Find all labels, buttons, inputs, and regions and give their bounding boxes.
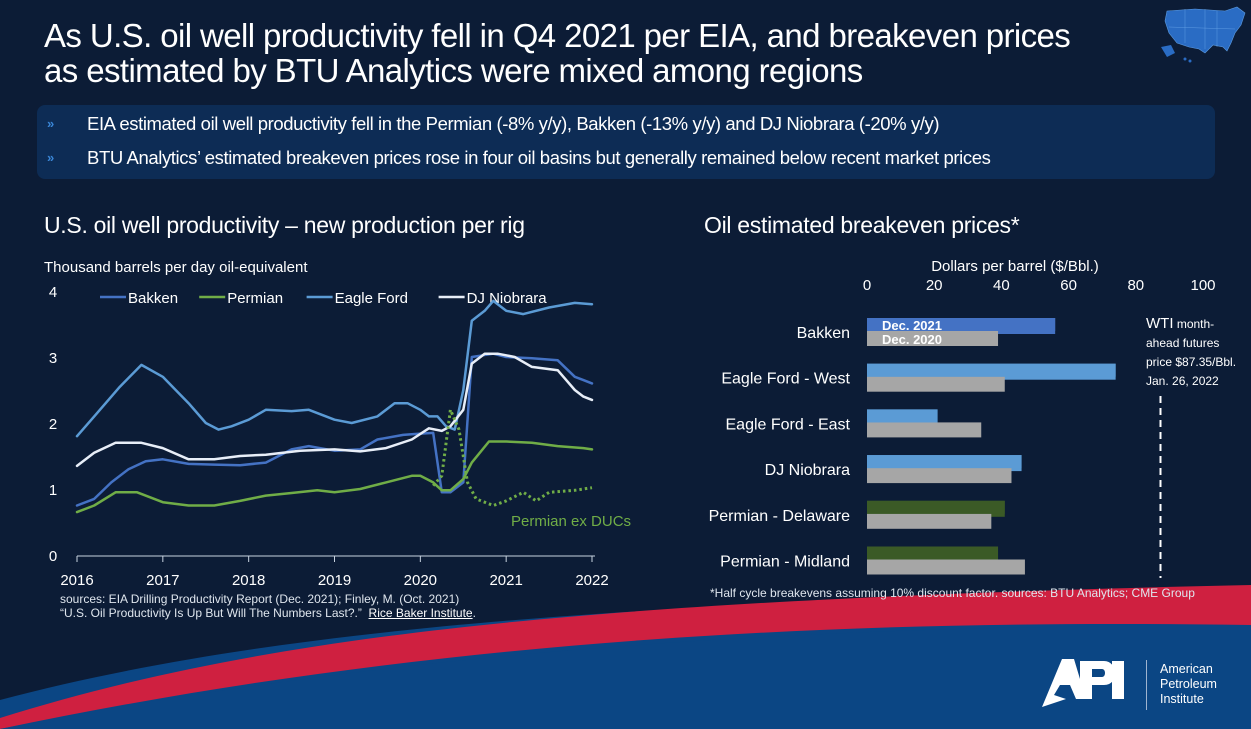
series-label-dec-2020: Dec. 2020 [882, 332, 942, 347]
bullet-text: BTU Analytics’ estimated breakeven price… [87, 147, 991, 168]
x-tick-label: 60 [1060, 277, 1077, 294]
api-name: American Petroleum Institute [1160, 662, 1217, 707]
bar-dec-2020 [867, 422, 982, 438]
logo-name-1: American [1160, 662, 1213, 676]
wti-label-line-1: WTI month- [1146, 315, 1214, 332]
wti-label-line-4: Jan. 26, 2022 [1146, 374, 1219, 388]
series-line-eagle-ford [75, 299, 594, 438]
summary-box: » EIA estimated oil well productivity fel… [37, 105, 1215, 179]
red-swoosh [0, 585, 1251, 729]
category-label: Bakken [797, 325, 850, 342]
category-label: DJ Niobrara [765, 462, 850, 479]
us-map-icon [1161, 6, 1246, 63]
bar-chart-footnote: *Half cycle breakevens assuming 10% disc… [710, 586, 1195, 600]
line-chart-sources: sources: EIA Drilling Productivity Repor… [60, 592, 476, 620]
page-title: As U.S. oil well productivity fell in Q4… [44, 17, 1071, 89]
x-tick-label: 40 [993, 277, 1010, 294]
x-tick-label: 2019 [318, 572, 351, 589]
wti-label-rest: month- [1174, 317, 1215, 331]
api-logo [1042, 659, 1124, 707]
sources-citation: “U.S. Oil Productivity Is Up But Will Th… [60, 606, 362, 620]
logo-name-2: Petroleum [1160, 677, 1217, 691]
legend-label: Permian [227, 290, 283, 307]
x-tick-label: 2021 [489, 572, 522, 589]
bar-chart: Dollars per barrel ($/Bbl.) 0 20 40 60 80 100 B… [709, 258, 1236, 578]
api-logo-a [1042, 659, 1086, 707]
sources-end: . [472, 606, 476, 620]
bar-dec-2021-top [867, 455, 1022, 469]
y-tick-label: 0 [49, 548, 57, 565]
bar-dec-2020 [867, 331, 999, 346]
wti-label-big: WTI [1146, 315, 1174, 332]
bar-dec-2021-top [867, 363, 1116, 377]
line-chart-ylabel: Thousand barrels per day oil-equivalent [44, 259, 308, 276]
bar-dec-2021-top [867, 409, 938, 423]
line-chart: 2016 2017 2018 2019 2020 2021 2022 0 1 2 3 4 Bakken P… [49, 284, 631, 589]
x-tick-label: 100 [1190, 277, 1215, 294]
bar-dec-2020 [867, 559, 1025, 575]
sources-line-1: sources: EIA Drilling Productivity Repor… [60, 592, 460, 606]
bar-chart-title: Oil estimated breakeven prices* [704, 212, 1020, 238]
series-label-dec-2021: Dec. 2021 [882, 318, 942, 333]
category-label: Permian - Delaware [709, 508, 850, 525]
legend-label: DJ Niobrara [467, 290, 548, 307]
x-tick-label: 0 [863, 277, 871, 294]
chevron-right-icon: » [47, 150, 54, 165]
blue-swoosh-lower [0, 625, 1251, 729]
logo-name-3: Institute [1160, 692, 1204, 706]
x-tick-label: 20 [926, 277, 943, 294]
bar-dec-2020 [867, 468, 1012, 484]
x-tick-label: 2017 [146, 572, 179, 589]
y-tick-label: 2 [49, 416, 57, 433]
annotation-permian-ex-ducs: Permian ex DUCs [511, 513, 631, 530]
x-tick-label: 2022 [575, 572, 608, 589]
category-label: Eagle Ford - West [721, 371, 850, 388]
bullet-text: EIA estimated oil well productivity fell… [87, 113, 940, 134]
bar-chart-xlabel: Dollars per barrel ($/Bbl.) [931, 258, 1099, 275]
rice-baker-link[interactable]: Rice Baker Institute [368, 606, 473, 620]
bar-dec-2021-top [867, 546, 999, 560]
x-tick-label: 80 [1127, 277, 1144, 294]
chevron-right-icon: » [47, 116, 54, 131]
category-label: Permian - Midland [720, 554, 850, 571]
series-line-dj-niobrara [75, 352, 594, 468]
y-tick-label: 4 [49, 284, 57, 301]
legend-label: Eagle Ford [335, 290, 408, 307]
title-line-1: As U.S. oil well productivity fell in Q4… [44, 17, 1071, 54]
api-logo-p [1080, 661, 1116, 699]
bar-dec-2021-top [867, 318, 1056, 331]
y-tick-label: 1 [49, 482, 57, 499]
bar-dec-2021-top [867, 500, 1005, 514]
sources-line-2: “U.S. Oil Productivity Is Up But Will Th… [60, 606, 476, 620]
x-tick-label: 2020 [404, 572, 437, 589]
legend-label: Bakken [128, 290, 178, 307]
api-logo-i [1112, 661, 1124, 699]
x-tick-label: 2016 [60, 572, 93, 589]
bar-dec-2020 [867, 376, 1005, 392]
y-tick-label: 3 [49, 350, 57, 367]
wti-label-line-3: price $87.35/Bbl. [1146, 355, 1236, 369]
bullet-item: » BTU Analytics’ estimated breakeven pric… [47, 147, 991, 169]
title-line-2: as estimated by BTU Analytics were mixed… [44, 52, 863, 89]
wti-label-line-2: ahead futures [1146, 336, 1219, 350]
bar-dec-2020 [867, 513, 992, 529]
category-label: Eagle Ford - East [726, 416, 851, 433]
series-line-permian [75, 440, 594, 514]
x-tick-label: 2018 [232, 572, 265, 589]
bullet-item: » EIA estimated oil well productivity fel… [47, 113, 940, 135]
logo-divider [1146, 660, 1147, 710]
line-chart-title: U.S. oil well productivity – new product… [44, 212, 525, 238]
